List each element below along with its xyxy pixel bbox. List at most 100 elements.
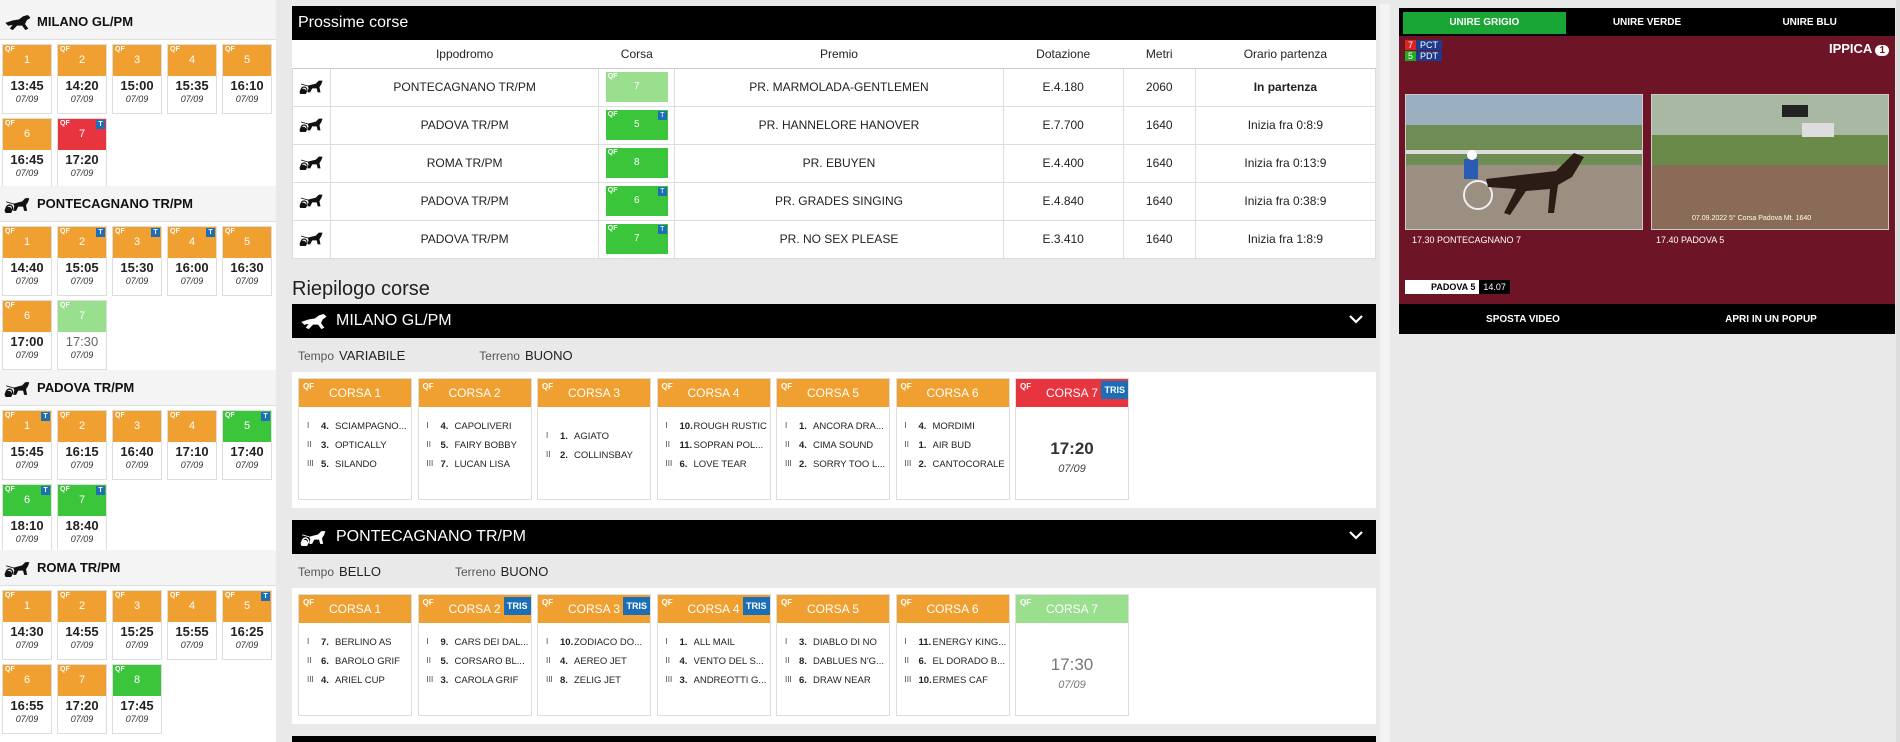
race-card[interactable]: QF CORSA 7 TRIS 17:20 07/09	[1015, 378, 1129, 500]
race-tile[interactable]: QF 5 16:10 07/09	[222, 44, 272, 114]
race-card[interactable]: QF CORSA 5 I 1. ANCORA DRA... II 4. CIMA SOUND I…	[776, 378, 890, 500]
race-tile[interactable]: QF T 1 15:45 07/09	[2, 410, 52, 480]
race-tile[interactable]: QF 6 17:00 07/09	[2, 300, 52, 370]
qf-badge: QF	[5, 412, 15, 419]
chevron-down-icon[interactable]	[1348, 312, 1364, 330]
move-video-button[interactable]: SPOSTA VIDEO	[1486, 314, 1560, 325]
race-tile[interactable]: QF 5 16:30 07/09	[222, 226, 272, 296]
corsa-cell[interactable]: QF T 5	[598, 105, 676, 145]
results-list: I 7. BERLINO AS II 6. BAROLO GRIF III 4. ARIEL C…	[299, 637, 411, 694]
video-screen[interactable]: 7 PCT 5 PDT IPPICA 1 1	[1399, 36, 1895, 304]
race-tile[interactable]: QF 6 16:45 07/09	[2, 118, 52, 188]
race-tile[interactable]: QF T 5 16:25 07/09	[222, 590, 272, 660]
qf-badge: QF	[5, 666, 15, 673]
next-race-row[interactable]: PADOVA TR/PM QF T 6 PR. GRADES SINGING E.4.84…	[291, 181, 1377, 221]
race-card[interactable]: QF CORSA 6 I 4. MORDIMI II 1. AIR BUD III 2. CANTO…	[895, 378, 1010, 500]
race-tile[interactable]: QF T 3 15:30 07/09	[112, 226, 162, 296]
next-race-row[interactable]: PADOVA TR/PM QF T 7 PR. NO SEX PLEASE E.3.410…	[291, 219, 1377, 259]
video-pane-left[interactable]: 17.30 PONTECAGNANO 7	[1405, 94, 1643, 245]
open-popup-button[interactable]: APRI IN UN POPUP	[1725, 314, 1817, 325]
race-tile[interactable]: QF T 6 18:10 07/09	[2, 484, 52, 554]
corsa-cell[interactable]: QF T 6	[598, 181, 676, 221]
race-date: 07/09	[235, 460, 259, 470]
venue-races: QF 1 13:45 07/09 QF 2 14:20 07/09 QF 3 15:00 07/09 Q…	[0, 40, 276, 220]
race-tile[interactable]: QF T 2 15:05 07/09	[57, 226, 107, 296]
results-list: I 10. ZODIACO DO... II 4. AEREO JET III 8. ZELIG…	[538, 637, 650, 694]
corsa-badge[interactable]: QF T 7	[605, 224, 668, 254]
col-header[interactable]: Dotazione	[1003, 40, 1124, 69]
race-tile[interactable]: QF 6 16:55 07/09	[2, 664, 52, 734]
video-pane-right[interactable]: 07.09.2022 5° Corsa Padova Mt. 1640 17.4…	[1651, 94, 1889, 245]
main-scrollbar[interactable]	[1380, 4, 1390, 742]
race-card-label: CORSA 6	[926, 386, 979, 400]
col-header[interactable]: Metri	[1123, 40, 1196, 69]
tab-unire-grigio[interactable]: UNIRE GRIGIO	[1403, 12, 1566, 34]
next-race-row[interactable]: PONTECAGNANO TR/PM QF 7 PR. MARMOLADA-GENTL…	[291, 67, 1377, 107]
result-horse: ALL MAIL	[693, 637, 735, 648]
col-header[interactable]: Ippodromo	[330, 40, 599, 69]
race-card[interactable]: QF CORSA 4 TRIS I 1. ALL MAIL II 4. VENTO DEL S.…	[656, 594, 771, 716]
race-tile[interactable]: QF 4 15:35 07/09	[167, 44, 217, 114]
result-rank: II	[546, 656, 551, 665]
race-card[interactable]: QF CORSA 3 I 1. AGIATO II 2. COLLINSBAY	[537, 378, 651, 500]
race-tile[interactable]: QF 7 17:20 07/09	[57, 664, 107, 734]
race-tile[interactable]: QF 7 17:30 07/09	[57, 300, 107, 370]
race-tile[interactable]: QF T 7 17:20 07/09	[57, 118, 107, 188]
venue-header[interactable]: MILANO GL/PM	[0, 4, 276, 40]
sulky-trot-icon	[4, 561, 30, 577]
race-tile[interactable]: QF T 5 17:40 07/09	[222, 410, 272, 480]
race-number: 7	[78, 310, 86, 322]
race-tile[interactable]: QF 1 14:40 07/09	[2, 226, 52, 296]
race-tile[interactable]: QF T 4 16:00 07/09	[167, 226, 217, 296]
race-tile[interactable]: QF 2 14:55 07/09	[57, 590, 107, 660]
race-tile[interactable]: QF 4 17:10 07/09	[167, 410, 217, 480]
metri-cell: 1640	[1122, 105, 1196, 145]
race-tile[interactable]: QF 3 15:25 07/09	[112, 590, 162, 660]
race-tile[interactable]: QF T 7 18:40 07/09	[57, 484, 107, 554]
col-header[interactable]: Orario partenza	[1195, 40, 1376, 69]
corsa-badge[interactable]: QF 8	[605, 148, 668, 178]
tab-unire-blu[interactable]: UNIRE BLU	[1782, 17, 1837, 28]
venue-header[interactable]: PADOVA TR/PM	[0, 370, 276, 406]
race-card[interactable]: QF CORSA 6 I 11. ENERGY KING... II 6. EL DORADO…	[895, 594, 1010, 716]
tab-unire-verde[interactable]: UNIRE VERDE	[1612, 17, 1682, 28]
race-tile[interactable]: QF 1 13:45 07/09	[2, 44, 52, 114]
venue-header[interactable]: PONTECAGNANO TR/PM	[0, 186, 276, 222]
next-race-row[interactable]: ROMA TR/PM QF 8 PR. EBUYEN E.4.400 1640 Inizia…	[291, 143, 1377, 183]
result-number: 5.	[321, 459, 329, 470]
race-card[interactable]: QF CORSA 7 17:30 07/09	[1015, 594, 1129, 716]
race-card[interactable]: QF CORSA 1 I 7. BERLINO AS II 6. BAROLO GRIF III…	[298, 594, 412, 716]
race-tile[interactable]: QF 8 17:45 07/09	[112, 664, 162, 734]
race-card[interactable]: QF CORSA 1 I 4. SCIAMPAGNO... II 3. OPTICALLY II…	[298, 378, 412, 500]
page-scrollbar[interactable]	[1896, 0, 1900, 742]
race-tile[interactable]: QF 2 16:15 07/09	[57, 410, 107, 480]
race-tile[interactable]: QF 3 15:00 07/09	[112, 44, 162, 114]
race-card-label: CORSA 5	[806, 602, 860, 616]
corsa-cell[interactable]: QF 7	[598, 67, 676, 107]
summary-section-header[interactable]: PONTECAGNANO TR/PM	[292, 520, 1376, 554]
col-header[interactable]: Premio	[674, 40, 1004, 69]
corsa-badge[interactable]: QF T 5	[605, 110, 668, 140]
race-date: 07/09	[70, 94, 94, 104]
corsa-badge[interactable]: QF 7	[605, 72, 668, 102]
summary-section-header[interactable]: MILANO GL/PM	[292, 304, 1376, 338]
corsa-badge[interactable]: QF T 6	[605, 186, 668, 216]
col-header[interactable]: Corsa	[598, 40, 675, 69]
race-card[interactable]: QF CORSA 2 TRIS I 9. CARS DEI DAL... II 5. CORSA…	[417, 594, 532, 716]
chevron-down-icon[interactable]	[1348, 528, 1364, 546]
race-tile[interactable]: QF 1 14:30 07/09	[2, 590, 52, 660]
race-tile[interactable]: QF 3 16:40 07/09	[112, 410, 162, 480]
next-race-row[interactable]: PADOVA TR/PM QF T 5 PR. HANNELORE HANOVER E.7…	[291, 105, 1377, 145]
race-card[interactable]: QF CORSA 3 TRIS I 10. ZODIACO DO... II 4. AEREO …	[537, 594, 651, 716]
results-list: I 11. ENERGY KING... II 6. EL DORADO B... III 1…	[897, 637, 1009, 694]
venue-header[interactable]: ROMA TR/PM	[0, 550, 276, 586]
race-tile-header: QF 1	[3, 227, 51, 258]
corsa-cell[interactable]: QF T 7	[598, 219, 676, 259]
race-tile[interactable]: QF 2 14:20 07/09	[57, 44, 107, 114]
race-tile[interactable]: QF 4 15:55 07/09	[167, 590, 217, 660]
race-date: 07/09	[15, 276, 39, 286]
race-card[interactable]: QF CORSA 5 I 3. DIABLO DI NO II 8. DABLUES N'G.…	[776, 594, 890, 716]
race-card[interactable]: QF CORSA 2 I 4. CAPOLIVERI II 5. FAIRY BOBBY III…	[417, 378, 532, 500]
corsa-cell[interactable]: QF 8	[598, 143, 676, 183]
race-card[interactable]: QF CORSA 4 I 10. ROUGH RUSTIC II 11. SOPRAN POL…	[656, 378, 771, 500]
